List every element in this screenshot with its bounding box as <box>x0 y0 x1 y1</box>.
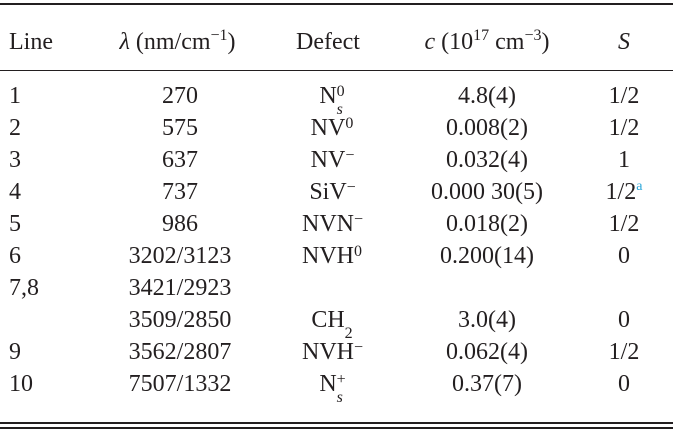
cell-wavelength: 637 <box>162 147 198 173</box>
cell-wavelength: 575 <box>162 115 198 141</box>
cell-defect: N + s <box>268 370 388 406</box>
table-row: 1 270 N 0 s 4.8(4) 1/2 <box>0 80 673 118</box>
table-row: 3509/2850 CH 2 3.0(4) 0 <box>0 304 673 342</box>
defect-charge: 0 <box>345 115 354 132</box>
cell-spin: 0 <box>580 242 668 270</box>
spin-value: 0 <box>618 307 630 333</box>
cell-wavelength: 3202/3123 <box>128 243 232 269</box>
cell-line: 9 <box>9 339 21 365</box>
cell-wavelength: 3562/2807 <box>128 339 232 365</box>
cell-concentration: 0.062(4) <box>446 339 528 365</box>
cell-spin: 1 <box>580 146 668 174</box>
cell-line: 4 <box>9 179 21 205</box>
defect-charge: − <box>354 339 364 356</box>
cell-line: 6 <box>9 243 21 269</box>
cell-spin: 1/2 <box>580 114 668 142</box>
defect-base: NVN <box>302 211 354 237</box>
cell-concentration: 3.0(4) <box>458 307 516 333</box>
cell-concentration: 0.018(2) <box>446 211 528 237</box>
cell-concentration: 0.032(4) <box>446 147 528 173</box>
footnote-marker: a <box>636 179 643 194</box>
defect-base: CH <box>311 307 345 333</box>
cell-wavelength: 3421/2923 <box>128 275 232 301</box>
table-row: 2 575 NV 0 0.008(2) 1/2 <box>0 112 673 144</box>
cell-concentration: 0.200(14) <box>440 243 534 269</box>
table-row: 10 7507/1332 N + s 0.37(7) 0 <box>0 368 673 406</box>
cell-wavelength: 737 <box>162 179 198 205</box>
cell-line: 5 <box>9 211 21 237</box>
cell-wavelength: 270 <box>162 83 198 109</box>
header-concentration: c (1017 cm−3) <box>424 27 550 56</box>
header-spin: S <box>618 29 630 55</box>
defect-charge: − <box>345 147 355 164</box>
header-rule <box>0 70 673 71</box>
defect-base: NVH <box>302 243 354 269</box>
table-row: 4 737 SiV − 0.000 30(5) 1/2a <box>0 176 673 208</box>
defect-base: NVH <box>302 339 354 365</box>
cell-spin: 0 <box>580 306 668 334</box>
cell-wavelength: 3509/2850 <box>128 307 232 333</box>
defect-charge: + <box>336 371 346 388</box>
defect-base: NV <box>310 115 346 141</box>
cell-concentration: 0.37(7) <box>452 371 522 397</box>
defect-subscript: 2 <box>344 325 353 342</box>
table-row: 5 986 NVN − 0.018(2) 1/2 <box>0 208 673 240</box>
cell-spin: 1/2 <box>580 338 668 366</box>
cell-defect: NV 0 <box>268 114 388 142</box>
cell-line: 3 <box>9 147 21 173</box>
header-wavelength: λ (nm/cm−1) <box>119 27 236 56</box>
cell-line: 7,8 <box>9 275 39 301</box>
cell-spin: 1/2 <box>580 210 668 238</box>
defect-base: NV <box>310 147 346 173</box>
cell-concentration: 0.008(2) <box>446 115 528 141</box>
cell-defect: SiV − <box>268 178 388 206</box>
cell-line: 1 <box>9 83 21 109</box>
cell-defect: NVN − <box>268 210 388 238</box>
defect-base: N <box>319 371 337 397</box>
spin-value: 1/2 <box>608 211 640 237</box>
cell-spin: 1/2a <box>580 178 668 206</box>
defect-charge: − <box>354 211 364 228</box>
cell-concentration: 0.000 30(5) <box>431 179 543 205</box>
cell-wavelength: 7507/1332 <box>128 371 232 397</box>
spin-value: 1/2 <box>608 115 640 141</box>
spin-value: 1/2 <box>608 339 640 365</box>
cell-defect: NV − <box>268 146 388 174</box>
table-row: 6 3202/3123 NVH 0 0.200(14) 0 <box>0 240 673 272</box>
defect-subscript: s <box>336 389 343 406</box>
defect-subscript: s <box>336 101 343 118</box>
spin-value: 1/2 <box>608 83 640 109</box>
cell-spin: 1/2 <box>580 82 668 110</box>
defect-charge: − <box>346 179 356 196</box>
bottom-rule-2 <box>0 427 673 429</box>
spin-value: 1/2 <box>605 179 637 205</box>
spin-value: 0 <box>618 371 630 397</box>
header-line: Line <box>9 29 53 55</box>
table-row: 7,8 3421/2923 <box>0 272 673 304</box>
spin-value: 1 <box>618 147 630 173</box>
cell-defect: NVH − <box>268 338 388 366</box>
defect-charge: 0 <box>354 243 362 260</box>
header-defect: Defect <box>296 29 360 55</box>
table-row: 3 637 NV − 0.032(4) 1 <box>0 144 673 176</box>
cell-defect <box>268 274 388 302</box>
cell-line: 2 <box>9 115 21 141</box>
defect-charge: 0 <box>336 83 345 100</box>
spin-value: 0 <box>618 243 630 269</box>
cell-line: 10 <box>9 371 33 397</box>
cell-wavelength: 986 <box>162 211 198 237</box>
cell-concentration: 4.8(4) <box>458 83 516 109</box>
table-row: 9 3562/2807 NVH − 0.062(4) 1/2 <box>0 336 673 368</box>
cell-spin: 0 <box>580 370 668 398</box>
top-rule <box>0 3 673 5</box>
cell-defect: CH 2 <box>268 306 388 342</box>
defect-base: SiV <box>309 179 347 205</box>
bottom-rule-1 <box>0 422 673 424</box>
defect-base: N <box>319 83 337 109</box>
cell-defect: NVH 0 <box>268 242 388 270</box>
